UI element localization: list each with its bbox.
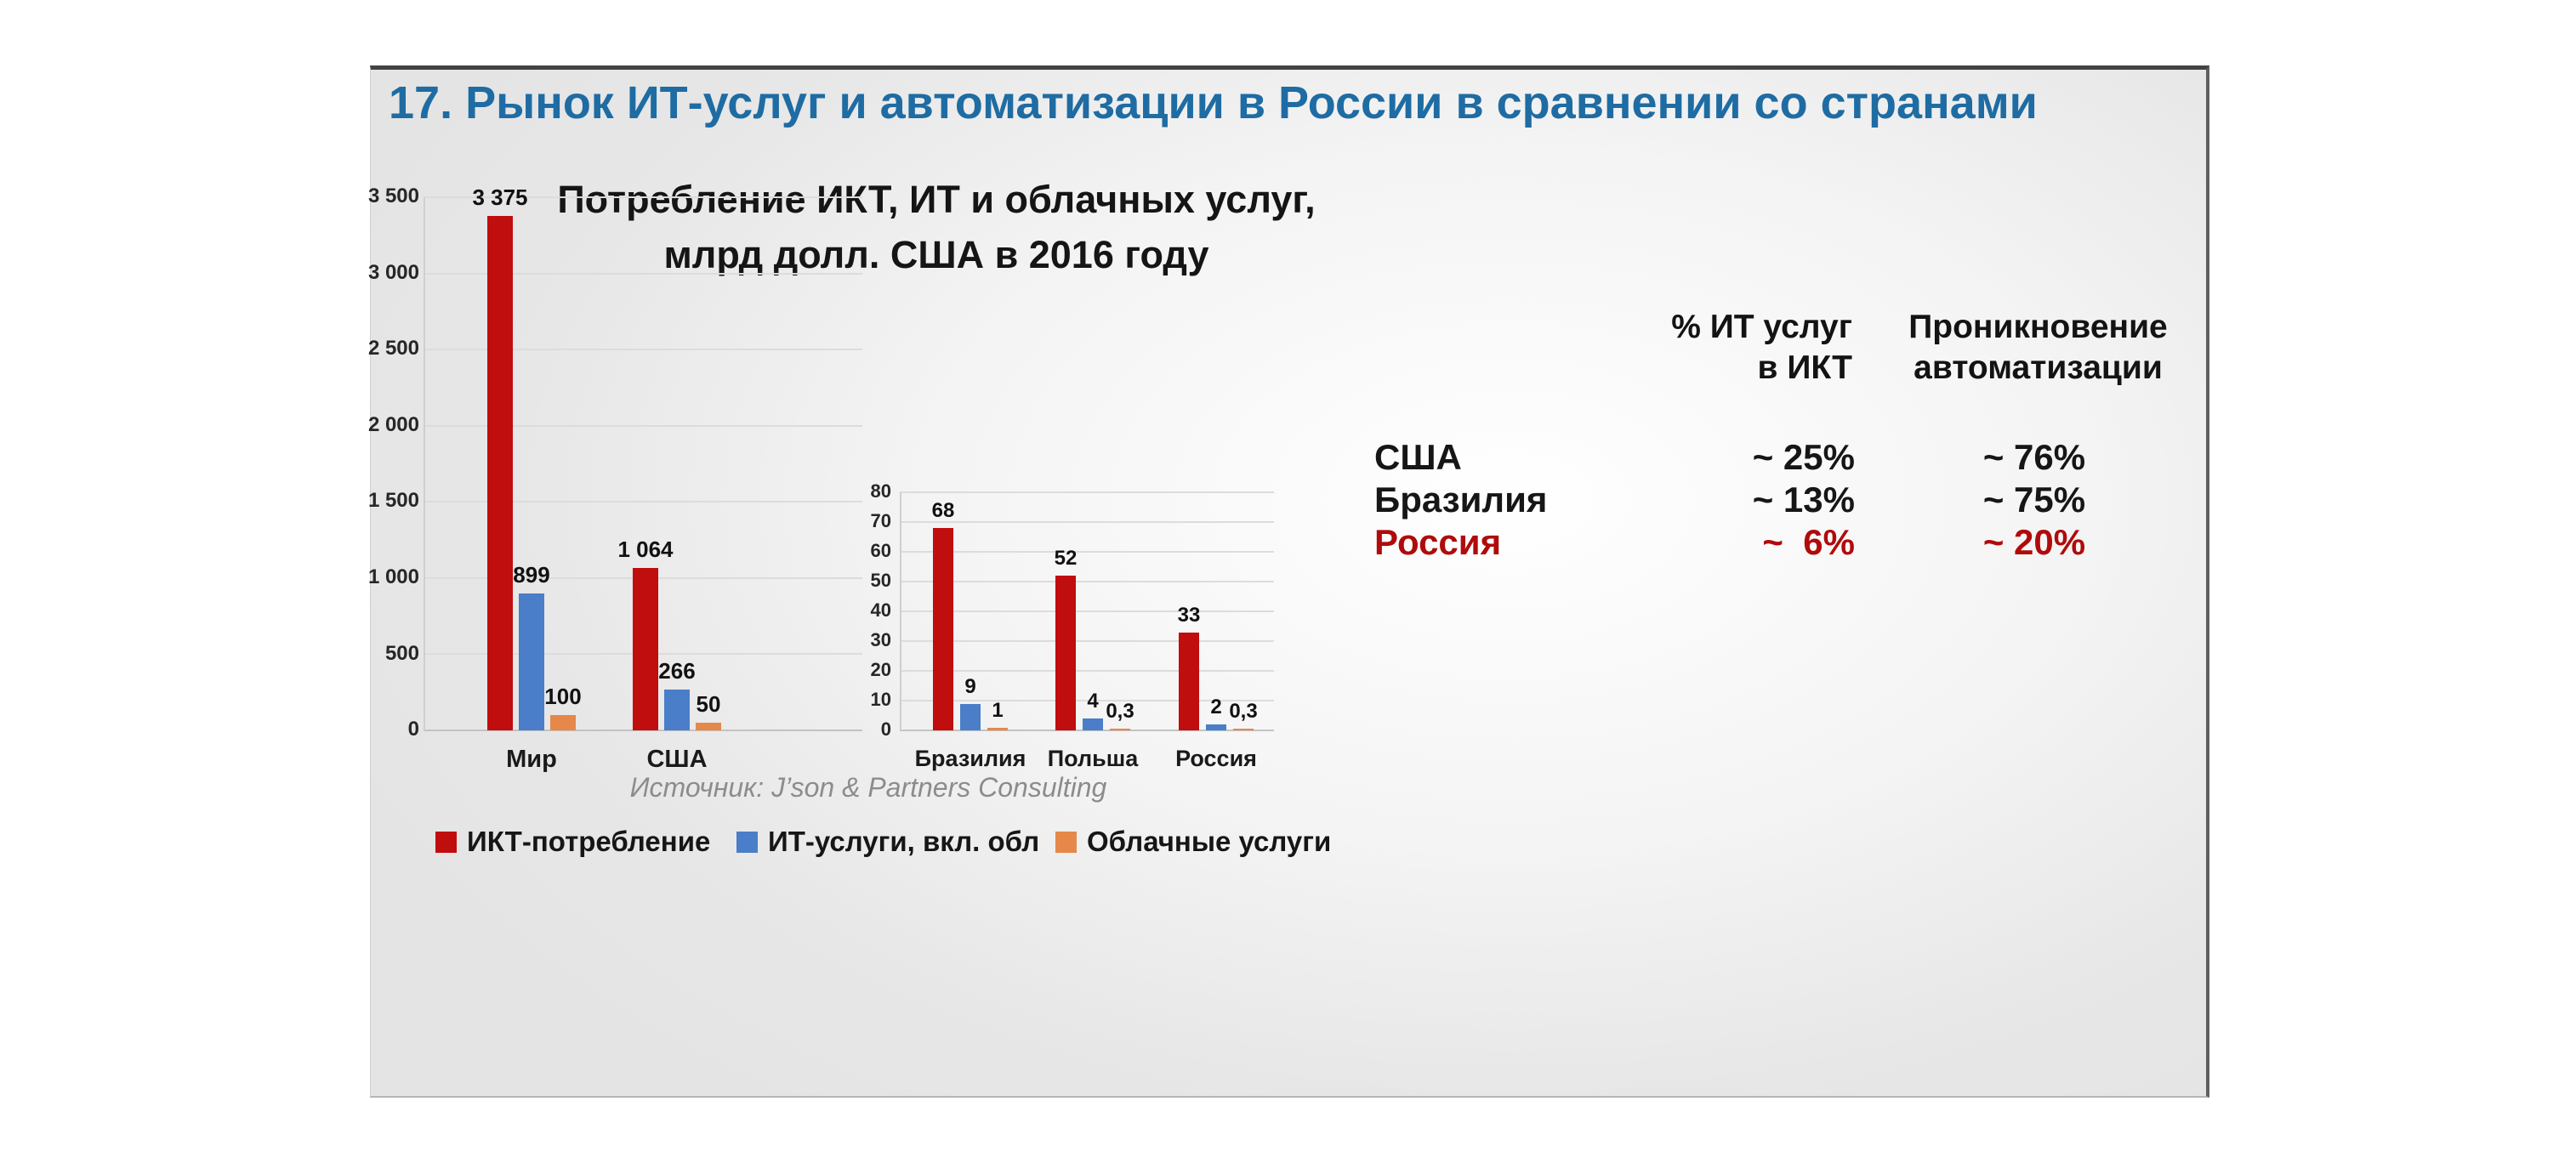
slide-title: 17. Рынок ИТ-услуг и автоматизации в Рос… bbox=[389, 77, 2038, 128]
table-cell-it-share: ~ 6% bbox=[1762, 522, 1855, 562]
table-cell-automation: ~ 76% bbox=[1982, 437, 2086, 477]
table-row-country: Бразилия bbox=[1374, 480, 1548, 520]
chart-title: Потребление ИКТ, ИТ и облачных услуг, мл… bbox=[524, 172, 1349, 282]
table-header-automation-line1: Проникновение bbox=[1908, 309, 2168, 345]
presentation-slide: 17. Рынок ИТ-услуг и автоматизации в Рос… bbox=[368, 65, 2209, 1098]
source-note: Источник: J’son & Partners Consulting bbox=[629, 772, 1107, 803]
comparison-table: % ИТ услуг в ИКТ Проникновение автоматиз… bbox=[371, 70, 2206, 1096]
table-header-automation: Проникновение автоматизации bbox=[1891, 307, 2185, 389]
table-header-it-share-line2: в ИКТ bbox=[1757, 349, 1852, 386]
table-header-automation-line2: автоматизации bbox=[1914, 349, 2163, 386]
table-header-it-share: % ИТ услуг в ИКТ bbox=[1553, 307, 1852, 389]
table-cell-it-share: ~ 25% bbox=[1752, 437, 1855, 477]
chart-title-line2: млрд долл. США в 2016 году bbox=[663, 233, 1209, 276]
table-row-country: Россия bbox=[1374, 522, 1502, 562]
table-cell-automation: ~ 75% bbox=[1982, 480, 2086, 520]
table-cell-automation: ~ 20% bbox=[1982, 522, 2086, 562]
table-cell-it-share: ~ 13% bbox=[1752, 480, 1855, 520]
table-row-country: США bbox=[1374, 437, 1462, 477]
table-header-it-share-line1: % ИТ услуг bbox=[1671, 309, 1852, 345]
chart-title-line1: Потребление ИКТ, ИТ и облачных услуг, bbox=[557, 178, 1316, 221]
